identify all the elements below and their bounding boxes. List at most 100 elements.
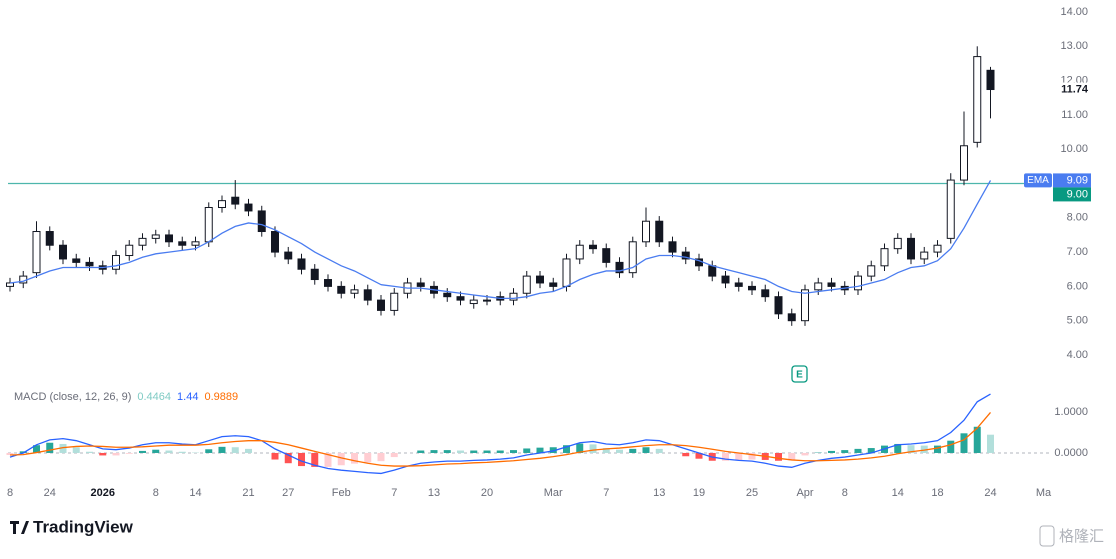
candle-body (947, 180, 954, 238)
candle-body (166, 235, 173, 242)
x-tick-label: 7 (603, 487, 609, 499)
x-tick-label: 8 (153, 487, 159, 499)
signal-line (10, 412, 991, 466)
histogram-bar (245, 449, 252, 453)
histogram-bar (510, 450, 517, 453)
watermark: 格隆汇 (1059, 528, 1104, 545)
histogram-bar (378, 453, 385, 461)
x-tick-label: 27 (282, 487, 294, 499)
candle-body (484, 300, 491, 301)
candle-body (894, 238, 901, 248)
histogram-bar (682, 453, 689, 456)
x-tick-label: 8 (842, 487, 848, 499)
y-tick-label: 7.00 (1067, 246, 1088, 258)
x-tick-label: 14 (189, 487, 201, 499)
histogram-bar (351, 453, 358, 464)
candle-body (325, 280, 332, 287)
y-tick-label: 8.00 (1067, 212, 1088, 224)
logo-icon (10, 521, 29, 534)
y-tick-label: 11.00 (1061, 109, 1088, 121)
x-tick-label: 8 (7, 487, 13, 499)
histogram-bar (444, 450, 451, 453)
candle-body (417, 283, 424, 286)
candle-body (33, 232, 40, 273)
candle-body (802, 290, 809, 321)
candle-body (126, 245, 133, 255)
histogram-bar (338, 453, 345, 465)
histogram-bar (656, 449, 663, 453)
candle-body (205, 208, 212, 242)
candle-body (179, 242, 186, 245)
ema-tag-name: EMA (1027, 175, 1049, 186)
histogram-bar (73, 447, 80, 453)
candle-body (934, 245, 941, 252)
histogram-bar (828, 451, 835, 453)
histogram-bar (802, 453, 809, 455)
hline-tag-value: 9.00 (1067, 188, 1088, 200)
candle-body (391, 293, 398, 310)
x-tick-label: 18 (931, 487, 943, 499)
candle-body (881, 249, 888, 266)
x-tick-label: 7 (391, 487, 397, 499)
candle-body (590, 245, 597, 248)
x-tick-label: 19 (693, 487, 705, 499)
candle-body (788, 314, 795, 321)
y-tick-label: 0.0000 (1054, 447, 1088, 459)
x-tick-label: 14 (892, 487, 904, 499)
histogram-bar (934, 446, 941, 453)
y-tick-label: 13.00 (1060, 40, 1088, 52)
tradingview-logo[interactable]: TradingView (10, 517, 134, 536)
candle-body (550, 283, 557, 286)
last-price-label: 11.74 (1061, 83, 1089, 95)
histogram-bar (961, 433, 968, 453)
histogram-bar (735, 453, 742, 460)
histogram-bar (99, 453, 106, 455)
histogram-bar (391, 453, 398, 457)
legend-histogram: 0.4464 (137, 391, 171, 403)
candle-body (311, 269, 318, 279)
candle-body (46, 232, 53, 246)
histogram-bar (179, 452, 186, 453)
candle-body (245, 204, 252, 211)
candle-body (444, 293, 451, 296)
earnings-marker: E (792, 366, 807, 382)
legend-signal: 0.9889 (204, 391, 238, 403)
histogram-bar (484, 451, 491, 453)
candle-body (868, 266, 875, 276)
x-tick-label: 24 (44, 487, 56, 499)
histogram-bar (152, 450, 159, 453)
candle-body (378, 300, 385, 310)
histogram-bar (166, 451, 173, 453)
candle-body (457, 297, 464, 300)
candle-body (921, 252, 928, 259)
candle-body (192, 242, 199, 245)
candle-body (351, 290, 358, 293)
histogram-bar (272, 453, 279, 460)
x-tick-label: 21 (242, 487, 254, 499)
candle-body (908, 238, 915, 259)
histogram-bar (46, 443, 53, 453)
candle-body (987, 70, 994, 89)
histogram-bar (431, 450, 438, 453)
histogram-bar (457, 451, 464, 453)
candle-body (762, 290, 769, 297)
histogram-bar (523, 448, 530, 453)
histogram-bar (113, 453, 120, 455)
y-tick-label: 5.00 (1067, 315, 1088, 327)
x-tick-label: 25 (746, 487, 758, 499)
candle-body (219, 201, 226, 208)
candle-body (563, 259, 570, 286)
candle-body (576, 245, 583, 259)
candle-body (113, 256, 120, 270)
candle-body (73, 259, 80, 262)
histogram-bar (855, 449, 862, 453)
candle-body (828, 283, 835, 286)
x-tick-label: Ma (1036, 487, 1052, 499)
candle-body (86, 262, 93, 265)
earnings-letter: E (796, 370, 803, 381)
histogram-bar (629, 449, 636, 453)
candle-body (709, 266, 716, 276)
histogram-bar (590, 444, 597, 453)
candle-body (775, 297, 782, 314)
